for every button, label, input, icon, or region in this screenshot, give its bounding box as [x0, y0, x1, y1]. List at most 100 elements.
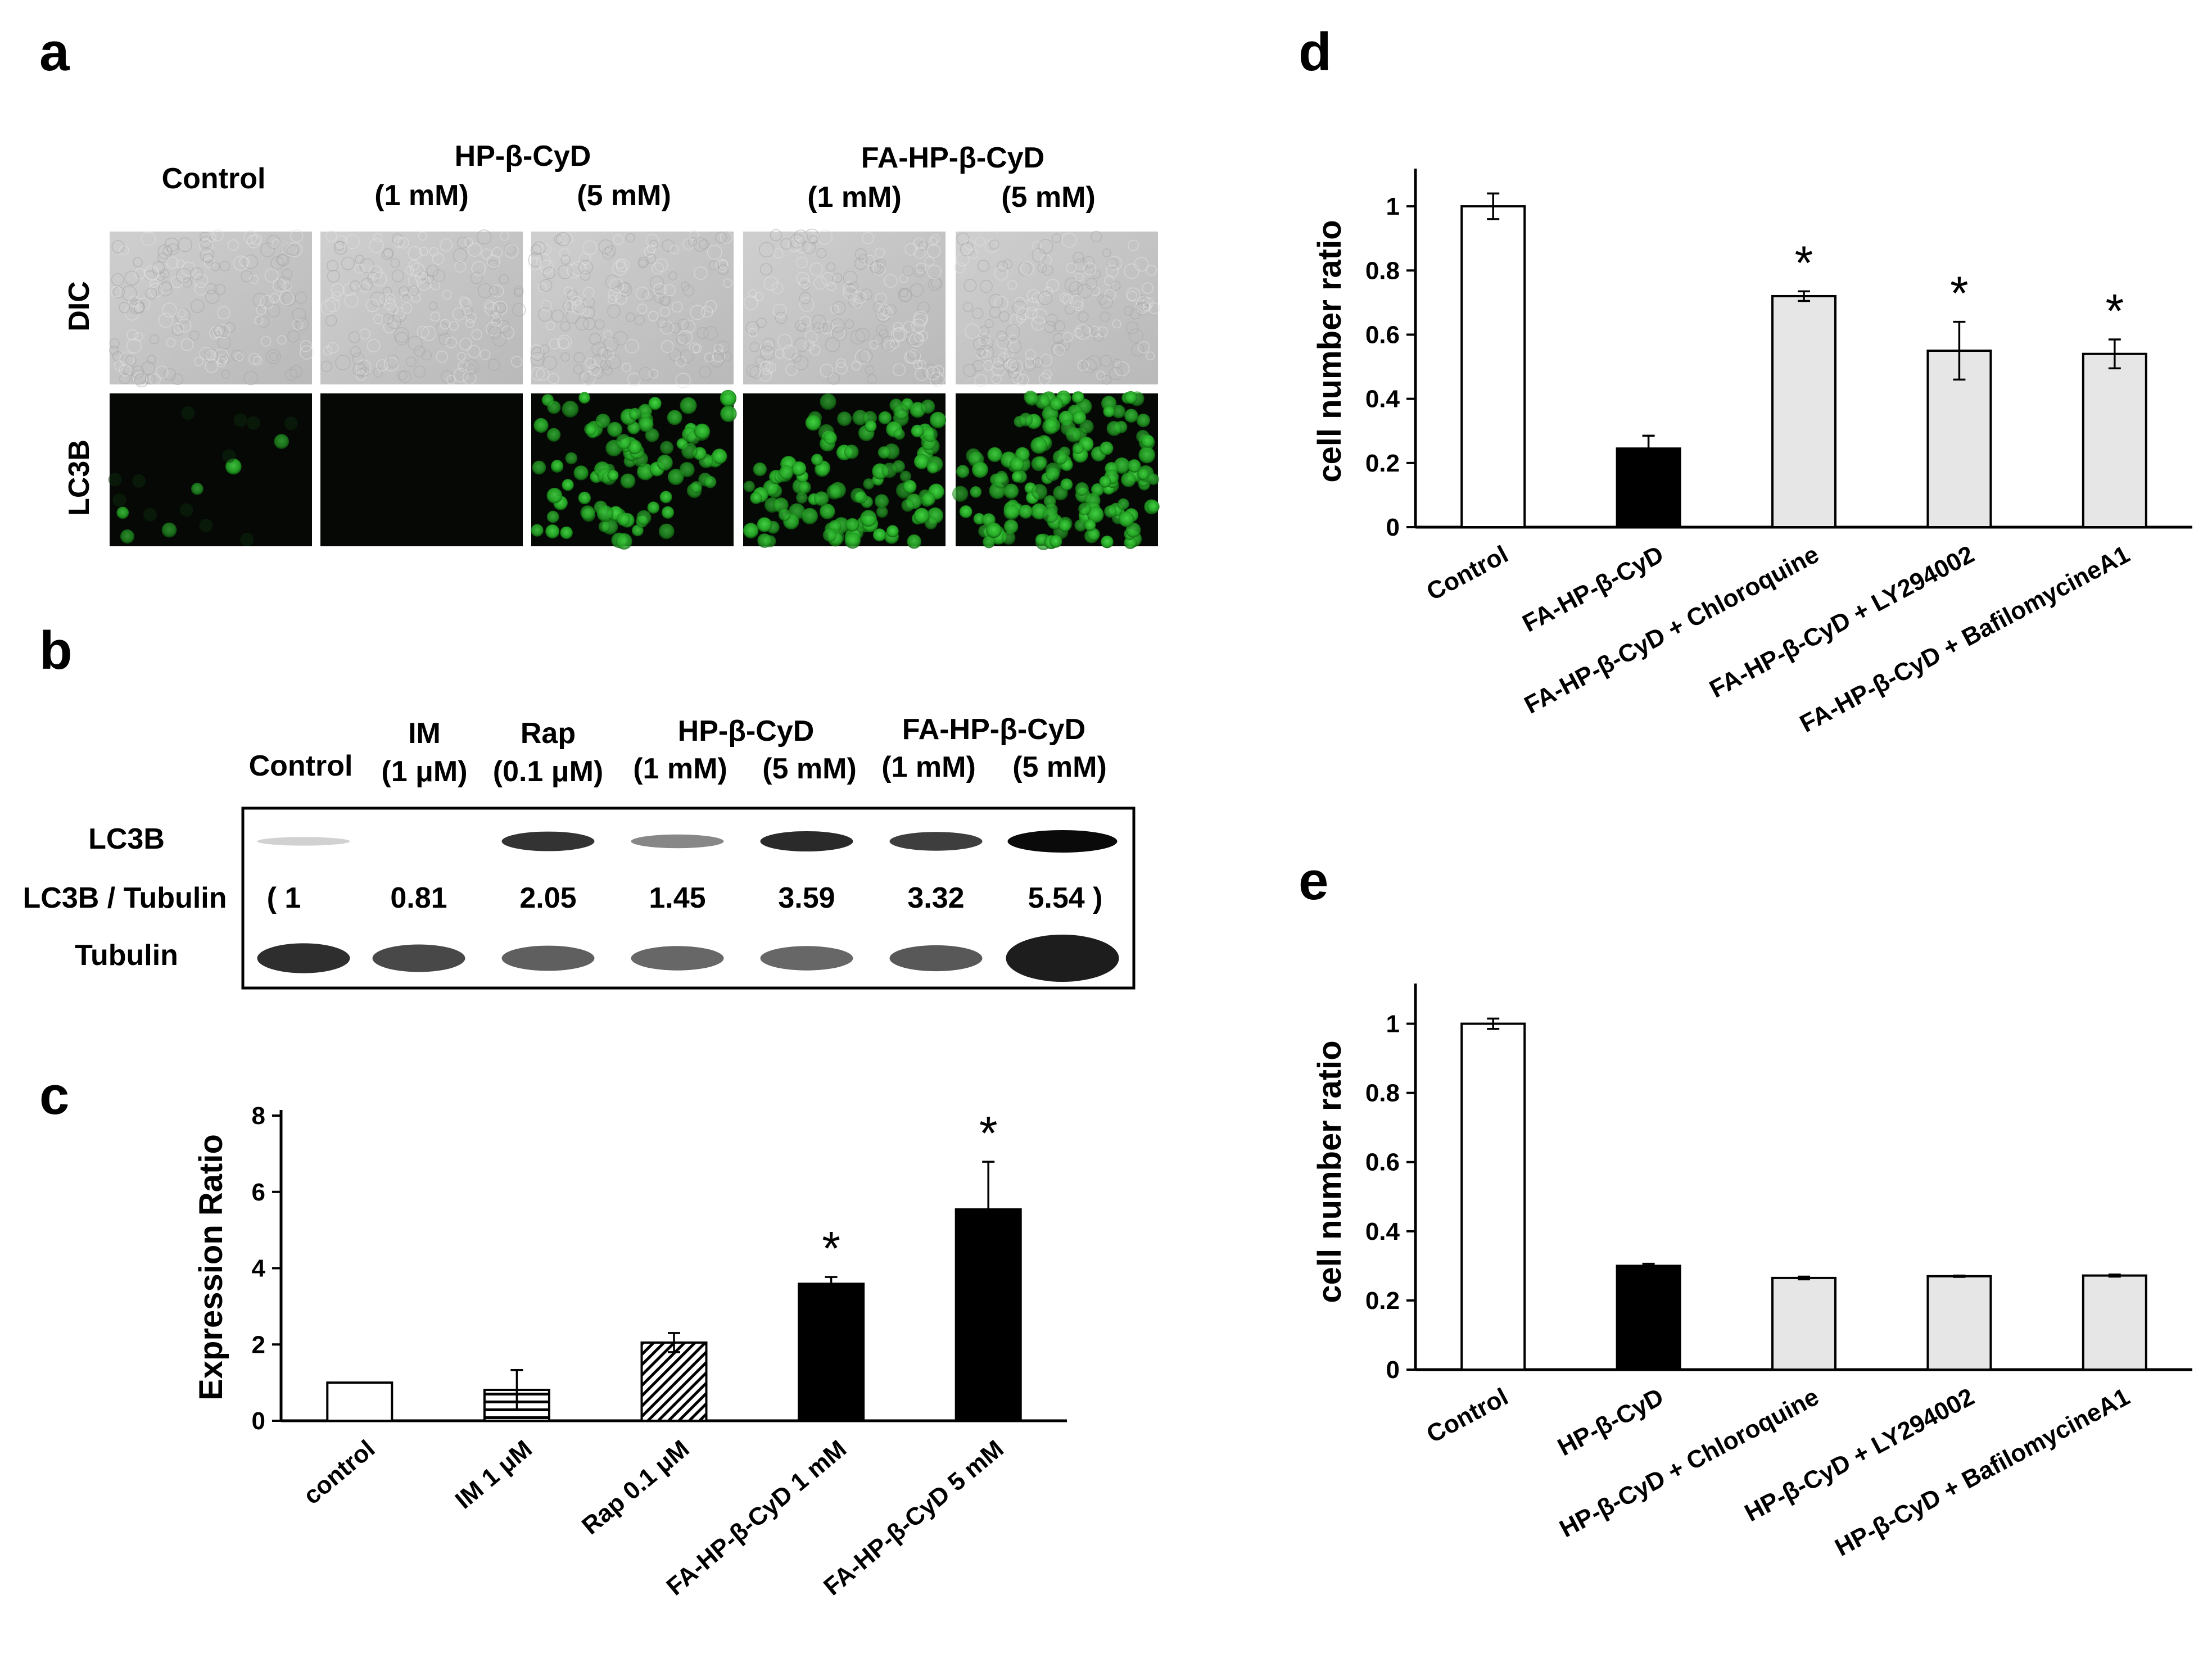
y-tick-label: 0.8	[1365, 257, 1400, 284]
error-bar	[982, 1161, 995, 1258]
blot-header-hp-group: HP-β-CyD	[678, 715, 815, 747]
bar	[1460, 205, 1526, 529]
bar	[1616, 1265, 1681, 1371]
error-bar	[1953, 1274, 1966, 1278]
lc3b-image-row	[108, 389, 1160, 550]
x-tick-label: IM 1 μM	[450, 1435, 537, 1514]
tubulin-band	[631, 946, 724, 971]
dic-cell-texture	[743, 228, 945, 387]
significance-marker: *	[2105, 284, 2124, 337]
y-tick-label: 0	[1386, 514, 1400, 541]
y-tick-label: 0	[252, 1407, 265, 1435]
row-label-dic: DIC	[63, 281, 96, 332]
x-tick-label: control	[298, 1435, 381, 1510]
ratio-values: ( 1 0.81 2.05 1.45 3.59 3.32 5.54 )	[267, 882, 1103, 914]
y-axis-label: Expression Ratio	[193, 1134, 229, 1401]
blot-header-im-conc: (1 μM)	[381, 755, 467, 788]
error-bar	[510, 1369, 523, 1411]
x-tick-label: FA-HP-β-CyD + LY294002	[1705, 541, 1979, 704]
blot-header-rap-conc: (0.1 μM)	[493, 755, 604, 788]
ratio-value: ( 1	[267, 882, 301, 914]
bar	[1771, 1276, 1836, 1371]
panel-e: e 0 0.2 0.4 0.6 0.8 1 cell number ratio Control…	[1299, 851, 2192, 1562]
y-tick-label: 0.6	[1365, 321, 1400, 348]
error-bar	[825, 1276, 838, 1292]
ratio-value: 2.05	[519, 882, 576, 914]
ratio-value: 0.81	[390, 882, 447, 914]
y-tick-label: 6	[252, 1179, 265, 1206]
lc3b-cell-cluster	[108, 406, 298, 546]
blot-header-control: Control	[249, 750, 353, 782]
header-hp-group: HP-β-CyD	[455, 140, 591, 173]
lc3b-band	[889, 832, 983, 851]
bar	[1926, 1275, 1992, 1371]
error-bar	[1953, 320, 1966, 381]
error-bar	[1487, 1017, 1500, 1030]
panel-letter-d: d	[1299, 22, 1332, 82]
y-tick-label: 2	[252, 1331, 265, 1358]
panel-letter-b: b	[39, 620, 73, 681]
row-label-lc3b: LC3B	[63, 439, 96, 516]
lc3b-cell-cluster	[743, 393, 947, 549]
lc3b-cell-cluster	[952, 390, 1160, 550]
blot-header-hp-5mm: (5 mM)	[762, 753, 857, 785]
bar	[326, 1381, 393, 1422]
tubulin-band	[1006, 935, 1119, 982]
lc3b-cell-cluster	[531, 389, 737, 550]
panel-d: d 0 0.2 0.4 0.6 0.8 1 cell number ratio Control…	[1299, 22, 2192, 738]
y-tick-label: 0.2	[1365, 1287, 1400, 1315]
significance-marker: *	[1950, 267, 1969, 320]
x-tick-label: HP-β-CyD + BafilomycineA1	[1830, 1383, 2134, 1562]
bar	[2082, 352, 2147, 529]
tubulin-bands	[257, 935, 1119, 982]
ratio-value: 3.59	[778, 882, 835, 914]
y-tick-label: 4	[252, 1255, 266, 1283]
blot-header-im: IM	[408, 717, 441, 750]
error-bar	[2108, 1274, 2121, 1278]
x-tick-label: HP-β-CyD	[1553, 1383, 1668, 1462]
tubulin-band	[372, 944, 465, 972]
blot-row-label-tubulin: Tubulin	[75, 939, 178, 972]
bar	[1460, 1022, 1526, 1371]
y-tick-label: 0.8	[1365, 1080, 1400, 1107]
x-tick-label: Control	[1422, 1383, 1513, 1449]
tubulin-band	[501, 945, 595, 971]
lc3b-image	[320, 393, 523, 546]
y-axis-label: cell number ratio	[1311, 1040, 1348, 1303]
y-tick-label: 0.2	[1365, 450, 1400, 477]
chart-c: 0 2 4 6 8 Expression Ratio control IM 1 μM Rap 0…	[193, 1102, 1067, 1601]
blot-header-hp-1mm: (1 mM)	[633, 753, 727, 785]
error-bar	[2108, 338, 2121, 370]
panel-letter-e: e	[1299, 851, 1328, 911]
y-tick-label: 0.4	[1365, 386, 1400, 413]
error-bar	[1487, 192, 1500, 220]
error-bar	[1798, 1275, 1810, 1281]
significance-marker: *	[822, 1222, 840, 1275]
y-tick-label: 0	[1386, 1356, 1400, 1384]
lc3b-band	[501, 831, 595, 851]
x-tick-label: FA-HP-β-CyD + Chloroquine	[1520, 541, 1824, 719]
tubulin-band	[760, 946, 853, 971]
header-fa-1mm: (1 mM)	[807, 181, 902, 214]
bar	[2082, 1274, 2147, 1371]
y-axis-label: cell number ratio	[1311, 220, 1348, 482]
panel-c: c 0 2 4 6 8 Expression Ratio control IM 1 μM Rap…	[39, 1066, 1067, 1601]
x-tick-label: FA-HP-β-CyD	[1518, 541, 1668, 638]
x-tick-label: Control	[1422, 541, 1513, 606]
ratio-value: 3.32	[907, 882, 964, 914]
y-tick-label: 0.6	[1365, 1149, 1400, 1176]
ratio-value: 5.54 )	[1028, 882, 1103, 914]
lc3b-bands	[257, 830, 1118, 853]
panel-letter-c: c	[39, 1066, 69, 1126]
dic-cell-texture	[108, 229, 314, 388]
error-bar	[668, 1332, 680, 1353]
significance-marker: *	[1795, 236, 1813, 289]
panel-letter-a: a	[39, 22, 70, 82]
header-fa-5mm: (5 mM)	[1001, 181, 1096, 214]
blot-row-label-lc3b: LC3B	[88, 823, 165, 855]
lc3b-band	[257, 837, 350, 846]
header-control: Control	[162, 162, 266, 195]
header-hp-1mm: (1 mM)	[374, 179, 469, 212]
